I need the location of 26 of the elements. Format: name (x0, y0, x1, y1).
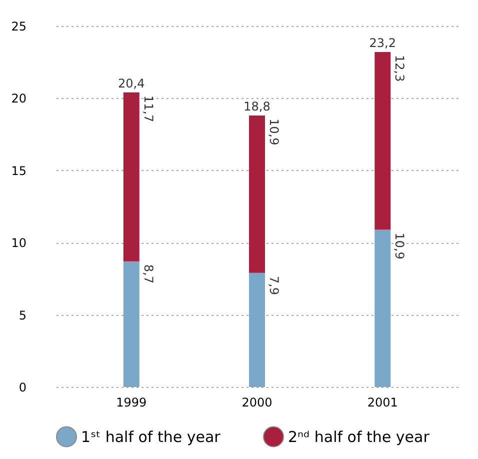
y-tick-label: 25 (11, 20, 26, 34)
y-tick-label: 0 (18, 380, 26, 394)
data-label: 11,7 (141, 95, 156, 122)
bar (123, 92, 140, 262)
y-tick-label: 15 (11, 164, 26, 178)
data-label: 10,9 (267, 118, 281, 146)
legend-label: 1ˢᵗ half of the year (81, 428, 222, 446)
bar (249, 272, 265, 387)
bar (374, 230, 391, 387)
x-tick-label: 2000 (242, 396, 272, 410)
total-label: 23,2 (369, 36, 396, 50)
bar (123, 261, 140, 387)
x-tick-label: 1999 (116, 396, 147, 410)
y-tick-label: 10 (11, 236, 26, 250)
data-label: 7,9 (267, 276, 281, 296)
bar (374, 52, 391, 230)
bar (249, 116, 265, 273)
data-label: 12,3 (392, 54, 407, 82)
y-tick-label: 20 (11, 92, 26, 106)
legend-label: 2ⁿᵈ half of the year (288, 428, 430, 446)
data-label: 10,9 (392, 232, 407, 260)
data-label: 8,7 (141, 264, 156, 284)
total-label: 18,8 (244, 100, 270, 114)
total-label: 20,4 (118, 76, 145, 90)
x-tick-label: 2001 (367, 396, 398, 410)
y-tick-label: 5 (18, 308, 26, 322)
